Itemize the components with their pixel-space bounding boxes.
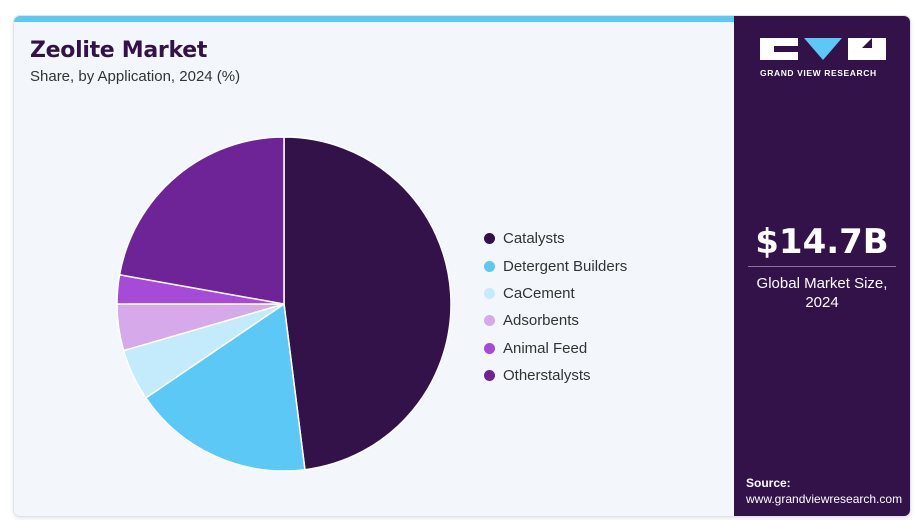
legend-swatch-icon — [484, 233, 495, 245]
legend-item: Animal Feed — [484, 335, 627, 362]
legend-label: Animal Feed — [503, 339, 588, 357]
brand-logo: GRAND VIEW RESEARCH — [760, 38, 886, 78]
legend-swatch-icon — [484, 370, 495, 382]
infographic-card: Zeolite Market Share, by Application, 20… — [14, 16, 910, 516]
legend-label: CaCement — [503, 284, 575, 302]
legend-swatch-icon — [484, 260, 495, 272]
legend-label: Otherstalysts — [503, 367, 591, 385]
legend-item: Catalysts — [484, 225, 627, 252]
legend-swatch-icon — [484, 315, 495, 327]
legend-label: Detergent Builders — [503, 257, 628, 275]
logo-mark-icon — [760, 38, 886, 60]
pie-slice-detergent-builders — [144, 302, 306, 472]
chart-panel: Zeolite Market Share, by Application, 20… — [14, 16, 734, 516]
pie-slice-otherstalysts — [118, 136, 285, 305]
accent-bar — [14, 16, 734, 22]
chart-legend: Catalysts Detergent Builders CaCement Adsor… — [484, 225, 627, 389]
market-size-value: $14.7B — [755, 222, 889, 262]
side-panel: GRAND VIEW RESEARCH $14.7B Global Market… — [734, 16, 910, 516]
pie-chart — [116, 136, 452, 472]
legend-label: Catalysts — [503, 230, 565, 248]
legend-item: CaCement — [484, 280, 627, 307]
pie-slice-catalysts — [283, 136, 452, 471]
chart-subtitle: Share, by Application, 2024 (%) — [30, 68, 241, 85]
chart-title: Zeolite Market — [30, 38, 208, 63]
market-size-label: Global Market Size, 2024 — [756, 275, 888, 311]
legend-swatch-icon — [484, 287, 495, 299]
divider — [748, 266, 896, 267]
legend-item: Detergent Builders — [484, 252, 627, 279]
source-label: Source: — [746, 476, 791, 490]
source-url: www.grandviewresearch.com — [746, 492, 903, 506]
logo-text: GRAND VIEW RESEARCH — [760, 68, 877, 78]
legend-item: Adsorbents — [484, 307, 627, 334]
legend-swatch-icon — [484, 342, 495, 354]
legend-label: Adsorbents — [503, 312, 579, 330]
legend-item: Otherstalysts — [484, 362, 627, 389]
